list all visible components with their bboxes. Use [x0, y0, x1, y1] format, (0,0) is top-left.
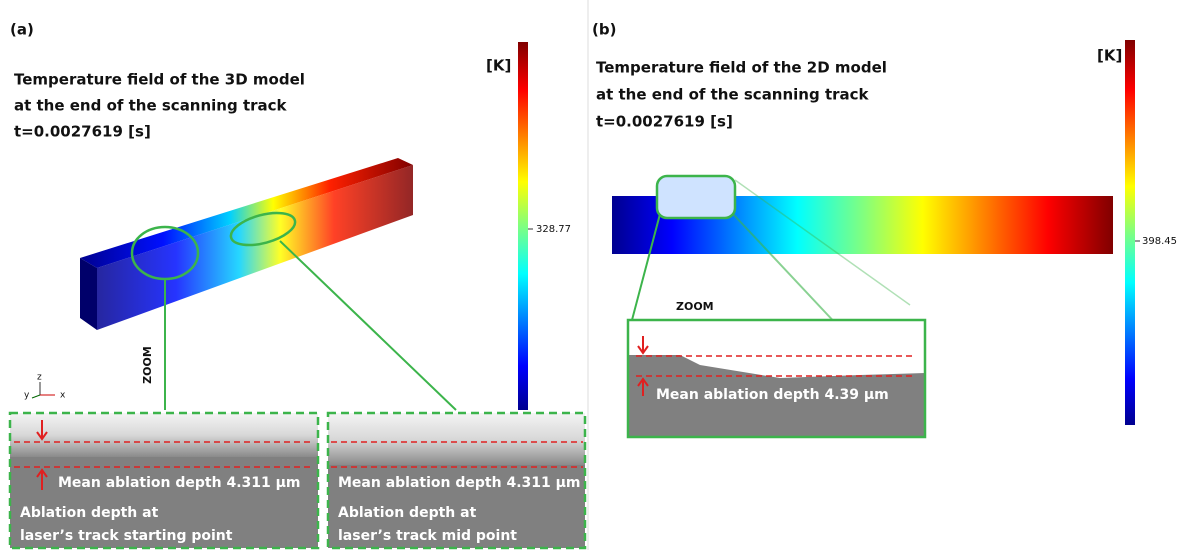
- zoom-surface: [10, 413, 318, 457]
- caption-line: Ablation depth at: [20, 505, 159, 521]
- zoom-box: Mean ablation depth 4.311 μm Ablation de…: [10, 413, 318, 548]
- title-line: at the end of the scanning track: [14, 97, 288, 115]
- caption-line: laser’s track starting point: [20, 528, 233, 544]
- zoom-box: Mean ablation depth 4.39 μm: [628, 320, 925, 437]
- depth-text: Mean ablation depth 4.311 μm: [58, 475, 301, 491]
- axis-label: y: [24, 391, 30, 401]
- colorbar: [518, 42, 528, 410]
- colorbar-label: 328.77: [536, 224, 571, 235]
- zoom-line: [280, 241, 456, 410]
- axis-label: z: [37, 373, 42, 383]
- axis-triad: z y x: [24, 373, 66, 401]
- figure: (a) Temperature field of the 3D model at…: [0, 0, 1184, 550]
- depth-text: Mean ablation depth 4.39 μm: [656, 387, 889, 403]
- panel-label: (a): [10, 21, 34, 39]
- colorbar-unit: [K]: [1097, 47, 1122, 65]
- zoom-box: Mean ablation depth 4.311 μm Ablation de…: [328, 413, 585, 548]
- panel-label: (b): [592, 21, 616, 39]
- zoom-label: ZOOM: [141, 346, 154, 384]
- zoom-label: ZOOM: [676, 300, 714, 313]
- zoom-surface: [328, 413, 585, 465]
- panel-a: (a) Temperature field of the 3D model at…: [10, 21, 585, 549]
- depth-text: Mean ablation depth 4.311 μm: [338, 475, 581, 491]
- colorbar-label: 398.45: [1142, 236, 1177, 247]
- title-line: Temperature field of the 2D model: [596, 59, 887, 77]
- colorbar-unit: [K]: [486, 57, 511, 75]
- zoom-region: [657, 176, 735, 218]
- title-line: t=0.0027619 [s]: [14, 123, 151, 141]
- axis: [32, 395, 40, 398]
- axis-label: x: [60, 391, 66, 401]
- title-line: Temperature field of the 3D model: [14, 71, 305, 89]
- caption-line: Ablation depth at: [338, 505, 477, 521]
- panel-b: (b) Temperature field of the 2D model at…: [592, 21, 1177, 438]
- bar-side: [80, 258, 97, 330]
- caption-line: laser’s track mid point: [338, 528, 517, 544]
- colorbar: [1125, 40, 1135, 425]
- title-line: at the end of the scanning track: [596, 86, 870, 104]
- title-line: t=0.0027619 [s]: [596, 113, 733, 131]
